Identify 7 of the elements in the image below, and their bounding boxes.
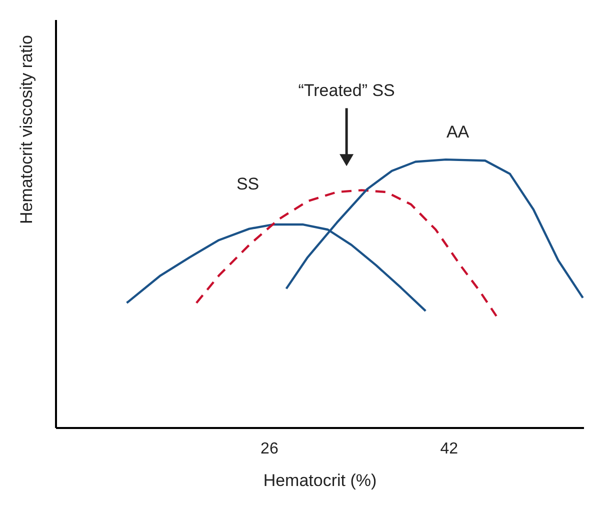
series-label: AA — [446, 122, 470, 142]
x-tick-label: 26 — [260, 440, 278, 458]
y-axis-title: Hematocrit viscosity ratio — [17, 35, 36, 224]
x-axis-title: Hematocrit (%) — [263, 471, 377, 490]
text: “Treated” SS — [298, 81, 395, 100]
x-tick-label: 42 — [440, 440, 458, 458]
series-label: SS — [236, 174, 260, 194]
